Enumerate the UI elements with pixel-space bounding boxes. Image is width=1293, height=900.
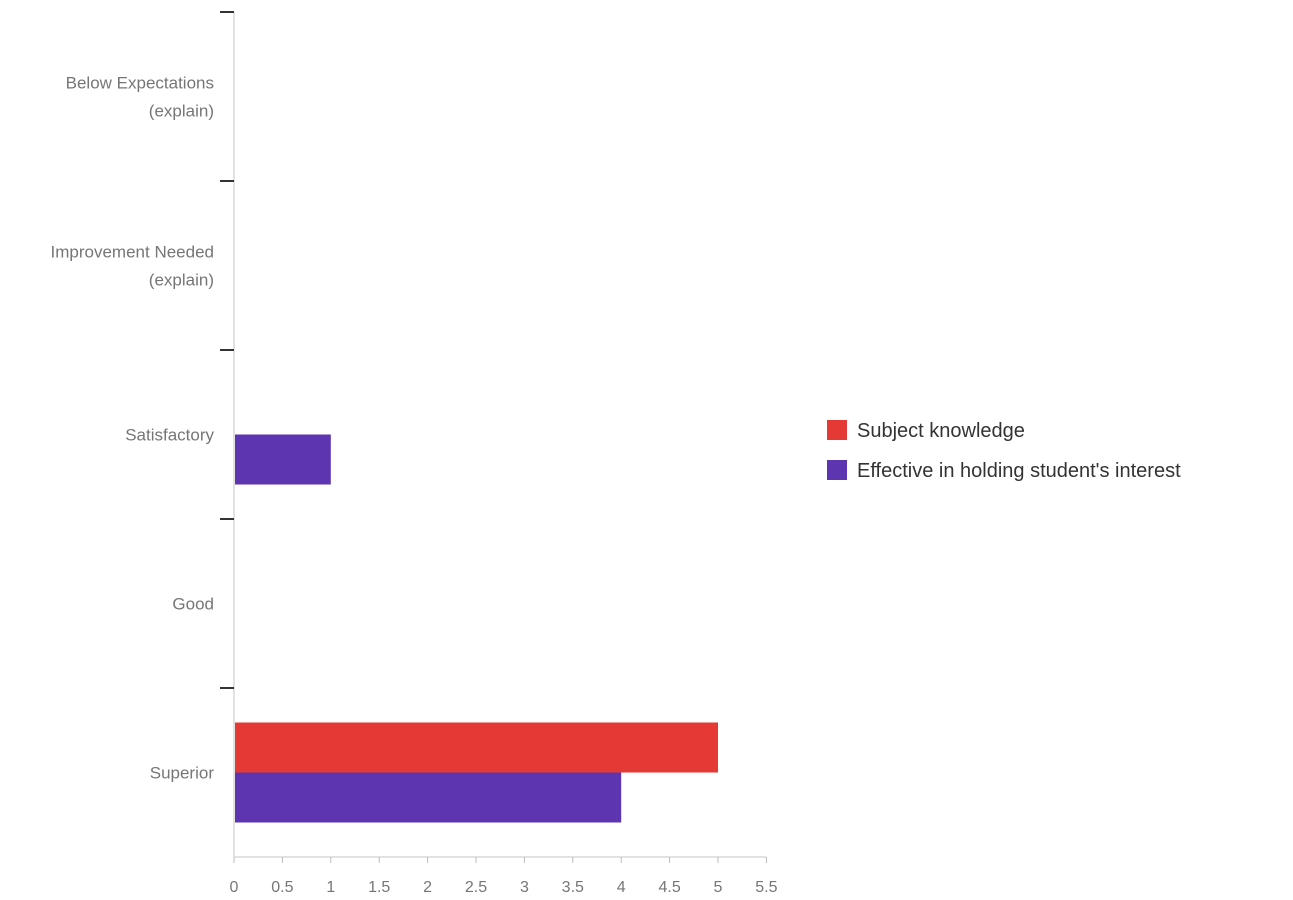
x-axis: 0 0.5 1 1.5 2 2.5 3 3.5 4 4.5 5 5.5	[230, 856, 778, 896]
legend-label: Effective in holding student's interest	[857, 460, 1181, 482]
bars	[235, 434, 718, 823]
x-tick-label: 5	[714, 879, 723, 896]
x-tick-label: 1	[326, 879, 335, 896]
legend: Subject knowledge Effective in holding st…	[827, 420, 1181, 482]
y-axis: Below Expectations (explain)Improvement N…	[51, 11, 235, 857]
x-tick-label: 3.5	[562, 879, 584, 896]
y-tick-label: Good	[172, 595, 214, 614]
legend-swatch	[827, 420, 847, 440]
legend-label: Subject knowledge	[857, 420, 1025, 442]
x-tick-label: 3	[520, 879, 529, 896]
bar	[235, 722, 718, 773]
y-tick-label-line: (explain)	[149, 102, 214, 121]
x-tick-label: 0.5	[271, 879, 293, 896]
y-tick-label-line: Improvement Needed	[51, 243, 214, 262]
x-tick-label: 2.5	[465, 879, 487, 896]
y-tick-label-line: Good	[172, 595, 214, 614]
y-tick-label: Superior	[150, 764, 215, 783]
y-tick-label: Improvement Needed (explain)	[51, 243, 214, 290]
y-tick-label-line: Below Expectations	[66, 74, 214, 93]
y-tick-label: Below Expectations (explain)	[66, 74, 214, 121]
x-tick-label: 4	[617, 879, 626, 896]
x-tick-label: 4.5	[658, 879, 680, 896]
x-tick-label: 0	[230, 879, 239, 896]
x-tick-label: 5.5	[755, 879, 777, 896]
x-tick-label: 2	[423, 879, 432, 896]
x-tick-label: 1.5	[368, 879, 390, 896]
y-tick-label: Satisfactory	[125, 426, 214, 445]
bar	[235, 772, 622, 823]
y-tick-label-line: Superior	[150, 764, 215, 783]
y-tick-label-line: Satisfactory	[125, 426, 214, 445]
y-tick-label-line: (explain)	[149, 271, 214, 290]
legend-swatch	[827, 460, 847, 480]
bar	[235, 434, 331, 485]
